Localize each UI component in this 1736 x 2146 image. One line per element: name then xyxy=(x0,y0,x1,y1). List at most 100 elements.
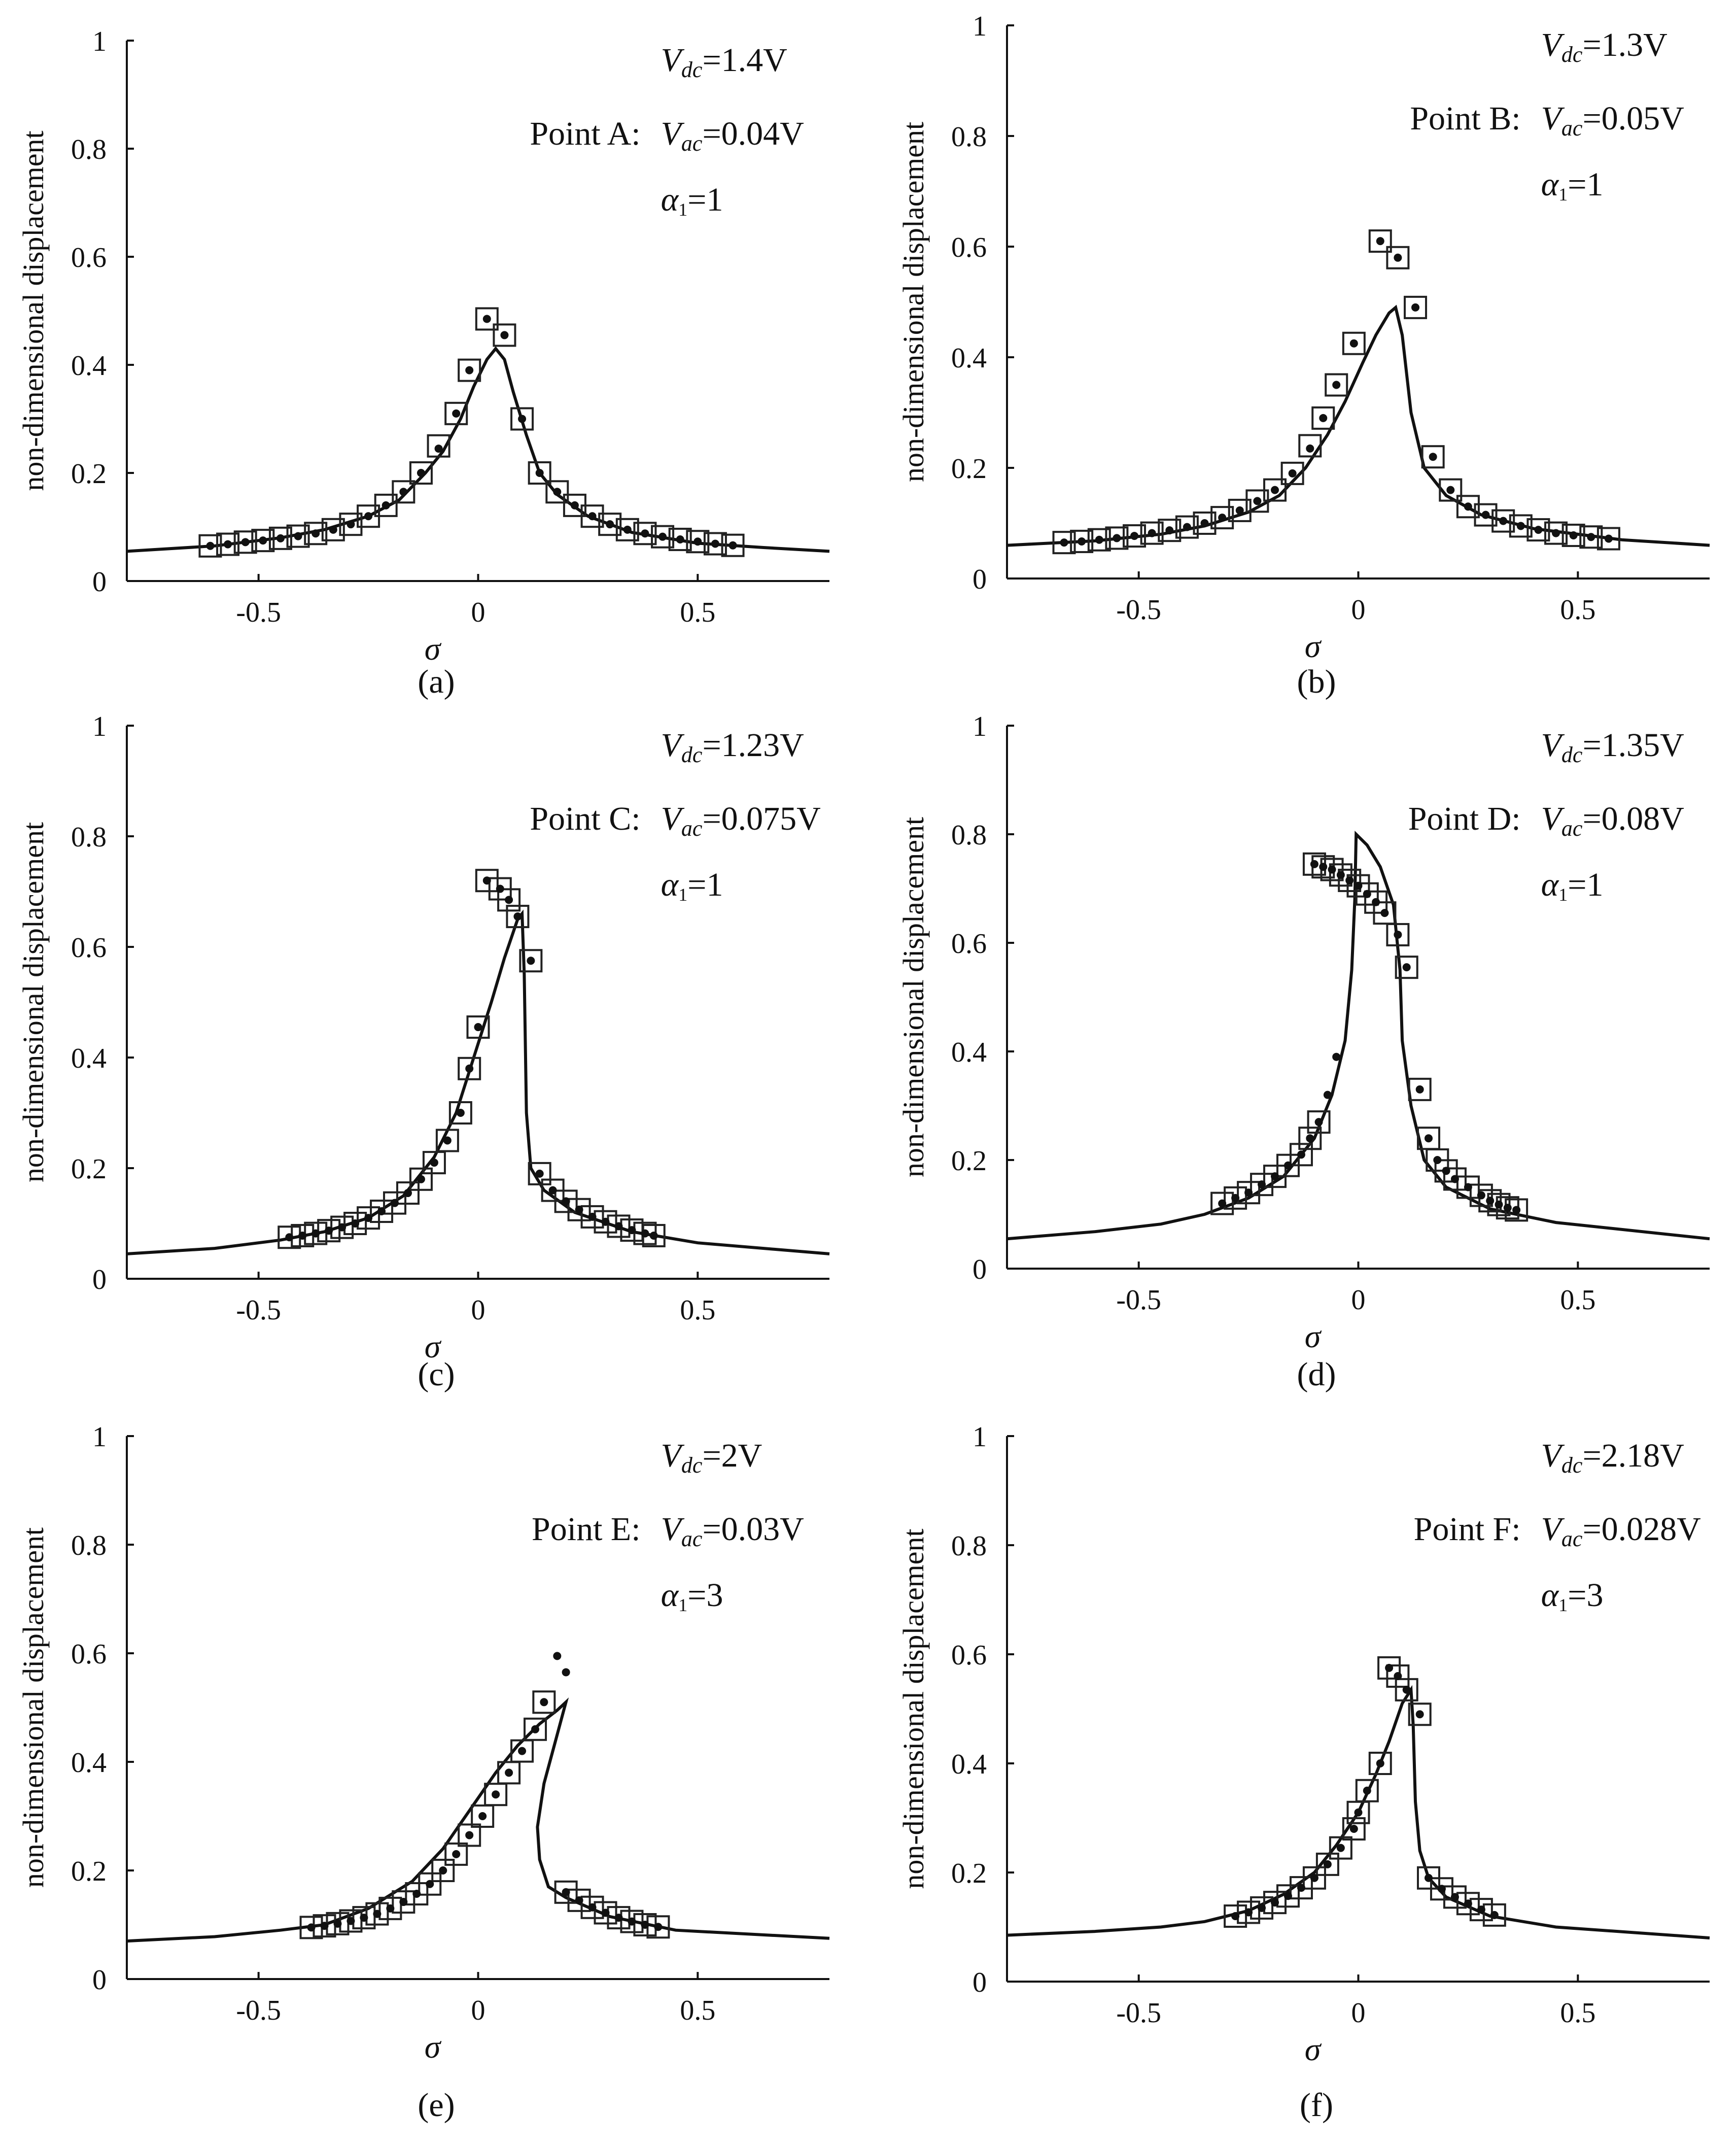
x-axis-label: σ xyxy=(425,2029,442,2065)
y-tick-label: 0 xyxy=(973,564,987,595)
x-tick-label: 0 xyxy=(471,1295,485,1326)
y-axis-label: non-dimensional displacement xyxy=(17,130,50,491)
simulation-dot-marker xyxy=(474,1023,482,1032)
vac-value: =0.03V xyxy=(702,1511,804,1548)
simulation-dot-marker xyxy=(391,1199,399,1207)
x-axis-label: σ xyxy=(425,631,442,667)
vdc-subscript: dc xyxy=(1561,42,1583,67)
experiment-square-marker xyxy=(418,1872,442,1896)
experiment-square-marker xyxy=(1596,527,1620,551)
y-tick-label: 0 xyxy=(92,1964,107,1996)
alpha-subscript: 1 xyxy=(1558,184,1568,205)
experiment-square-marker xyxy=(268,526,292,550)
x-tick-label: 0.5 xyxy=(1560,1284,1595,1316)
simulation-dot-marker xyxy=(1411,303,1420,312)
y-tick-label: 0 xyxy=(973,1967,987,1998)
simulation-dot-marker xyxy=(527,957,535,965)
experiment-square-marker xyxy=(1469,1898,1493,1922)
experiment-square-marker xyxy=(607,1906,631,1930)
experiment-square-marker xyxy=(1237,1181,1261,1205)
experiment-square-marker xyxy=(1430,1877,1453,1901)
experiment-square-marker xyxy=(1509,514,1533,538)
alpha-subscript: 1 xyxy=(678,1595,687,1615)
simulation-dot-marker xyxy=(360,1914,368,1922)
simulation-dot-marker xyxy=(1464,1899,1472,1908)
vdc-subscript: dc xyxy=(681,1453,703,1478)
simulation-dot-marker xyxy=(575,1205,583,1214)
simulation-dot-marker xyxy=(311,529,320,538)
simulation-dot-marker xyxy=(693,537,702,546)
simulation-dot-marker xyxy=(224,540,232,549)
experiment-square-marker xyxy=(251,529,275,553)
simulation-dot-marker xyxy=(548,1186,557,1195)
annotation-vac: Vac=0.04V xyxy=(661,115,804,156)
experiment-square-marker xyxy=(484,1783,508,1807)
simulation-dot-marker xyxy=(575,1896,583,1904)
experiment-square-marker xyxy=(1315,1852,1339,1876)
y-tick-label: 0 xyxy=(973,1254,987,1285)
experiment-square-marker xyxy=(458,358,481,382)
simulation-dot-marker xyxy=(1271,1898,1279,1907)
y-tick-label: 0.6 xyxy=(951,232,987,263)
simulation-dot-marker xyxy=(1394,1672,1402,1680)
experiment-square-marker xyxy=(431,1859,455,1882)
simulation-dot-marker xyxy=(1490,1911,1499,1919)
simulation-dot-marker xyxy=(1376,237,1384,246)
alpha-symbol: α xyxy=(1541,866,1559,903)
simulation-dot-marker xyxy=(588,512,597,521)
experiment-square-marker xyxy=(321,518,345,541)
annotation-alpha: α1=1 xyxy=(1541,866,1604,905)
simulation-dot-marker xyxy=(1429,453,1437,461)
x-tick-label: 0 xyxy=(471,1995,485,2026)
experiment-square-marker xyxy=(497,1761,521,1785)
y-tick-label: 0.4 xyxy=(71,350,107,382)
alpha-value: =3 xyxy=(1568,1577,1603,1614)
experiment-square-marker xyxy=(343,1212,367,1235)
experiment-square-marker xyxy=(1210,1191,1234,1215)
simulation-dot-marker xyxy=(1534,526,1543,534)
simulation-dot-marker xyxy=(412,1890,421,1898)
simulation-dot-marker xyxy=(1183,523,1191,531)
panel-label: (b) xyxy=(1297,663,1336,700)
vdc-subscript: dc xyxy=(681,742,703,767)
simulation-dot-marker xyxy=(1314,1118,1323,1127)
simulation-dot-marker xyxy=(518,1747,527,1755)
simulation-dot-marker xyxy=(1495,1200,1503,1209)
experiment-square-marker xyxy=(1434,1159,1458,1183)
experiment-square-marker xyxy=(1140,521,1164,545)
experiment-square-marker xyxy=(466,1015,490,1039)
simulation-dot-marker xyxy=(399,488,408,496)
chart-panel-f: 0 0.2 0.4 0.6 0.8 1 -0.5 0 0.5 σ non-dimensional d… xyxy=(897,1421,1710,2124)
experiment-square-marker xyxy=(475,307,499,331)
alpha-value: =1 xyxy=(687,181,723,218)
simulation-dot-marker xyxy=(1354,881,1363,890)
x-tick-label: -0.5 xyxy=(1116,594,1161,626)
experiment-square-marker xyxy=(1224,1186,1247,1210)
simulation-dot-marker xyxy=(241,538,250,547)
experiment-square-marker xyxy=(1280,461,1304,485)
experiment-square-marker xyxy=(1158,519,1182,542)
experiment-square-marker xyxy=(721,533,745,557)
x-axis-label: σ xyxy=(425,1329,442,1365)
simulation-dot-marker xyxy=(416,469,425,477)
experiment-square-marker xyxy=(1250,1896,1274,1920)
experiment-square-marker xyxy=(1373,901,1397,925)
simulation-dot-marker xyxy=(623,525,632,534)
simulation-dot-marker xyxy=(1349,1825,1358,1833)
simulation-dot-marker xyxy=(1486,1197,1495,1205)
simulation-dot-marker xyxy=(1332,1052,1341,1061)
simulation-dot-marker xyxy=(1218,1199,1227,1208)
simulation-dot-marker xyxy=(614,1914,623,1922)
annotation-vdc: Vdc=1.3V xyxy=(1541,26,1668,67)
vdc-value: =1.3V xyxy=(1582,26,1667,63)
simulation-dot-marker xyxy=(588,1212,597,1221)
simulation-dot-marker xyxy=(1319,863,1328,871)
y-tick-label: 0.8 xyxy=(71,1530,107,1561)
simulation-dot-marker xyxy=(1349,339,1358,348)
simulation-dot-marker xyxy=(307,1923,316,1932)
y-axis-label: non-dimensional displacement xyxy=(897,122,930,482)
y-tick-label: 1 xyxy=(92,1421,107,1453)
simulation-dot-marker xyxy=(1464,1183,1472,1191)
experiment-square-marker xyxy=(651,525,675,549)
simulation-dot-marker xyxy=(1446,486,1455,494)
